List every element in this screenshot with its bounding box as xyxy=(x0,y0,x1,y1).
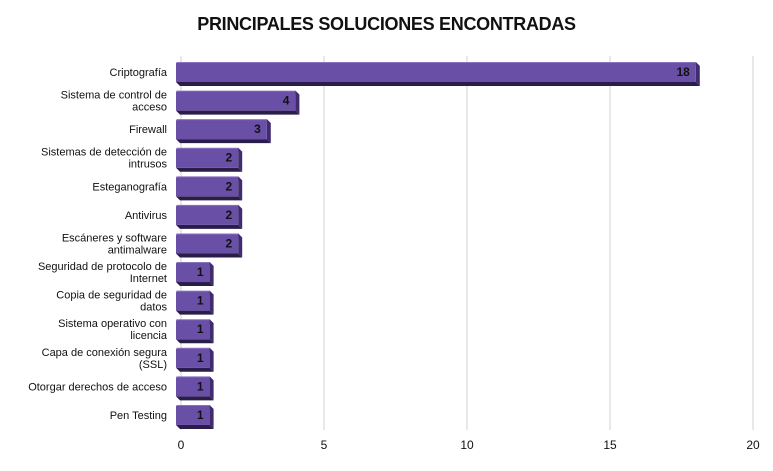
bar-shadow-4 xyxy=(176,196,243,201)
bar-6: 2 xyxy=(176,233,243,258)
data-label-5: 2 xyxy=(226,208,233,222)
data-label-11: 1 xyxy=(197,379,204,393)
bar-4: 2 xyxy=(176,176,243,201)
bar-shadow-1 xyxy=(176,110,300,115)
bar-front-1 xyxy=(176,91,296,111)
bar-front-11 xyxy=(176,377,210,397)
category-label-1: Sistema de control de acceso xyxy=(61,90,167,114)
data-label-7: 1 xyxy=(197,265,204,279)
bar-side-5 xyxy=(238,204,243,229)
category-label-3: Sistemas de detección de intrusos xyxy=(41,147,167,171)
bar-front-0 xyxy=(176,63,696,82)
bar-1: 4 xyxy=(176,90,300,115)
bar-11: 1 xyxy=(176,376,214,401)
bar-side-9 xyxy=(209,319,214,344)
bar-0: 18 xyxy=(176,62,700,86)
category-label-12: Pen Testing xyxy=(110,410,167,422)
bar-side-0 xyxy=(695,62,700,86)
bar-shadow-10 xyxy=(176,367,214,372)
data-label-0: 18 xyxy=(676,65,690,79)
bar-3: 2 xyxy=(176,147,243,172)
x-tick-label-2: 10 xyxy=(460,438,474,452)
category-label-4: Esteganografía xyxy=(92,181,167,193)
bar-10: 1 xyxy=(176,347,214,372)
bar-shadow-7 xyxy=(176,282,214,287)
x-tick-label-1: 5 xyxy=(321,438,328,452)
category-label-2: Firewall xyxy=(129,124,167,136)
bar-side-3 xyxy=(238,147,243,172)
category-label-8: Copia de seguridad de datos xyxy=(56,290,167,314)
bar-shadow-9 xyxy=(176,339,214,344)
data-label-8: 1 xyxy=(197,294,204,308)
bar-shadow-6 xyxy=(176,253,243,258)
bar-side-12 xyxy=(209,404,214,429)
bar-side-8 xyxy=(209,290,214,315)
bar-front-9 xyxy=(176,320,210,340)
bar-2: 3 xyxy=(176,119,271,144)
bar-5: 2 xyxy=(176,204,243,229)
chart-title: PRINCIPALES SOLUCIONES ENCONTRADAS xyxy=(197,14,576,34)
bar-front-3 xyxy=(176,148,239,168)
bar-front-6 xyxy=(176,234,239,254)
category-label-0: Criptografía xyxy=(110,67,168,79)
bar-front-2 xyxy=(176,120,267,140)
data-label-12: 1 xyxy=(197,408,204,422)
bar-shadow-11 xyxy=(176,396,214,401)
data-label-9: 1 xyxy=(197,322,204,336)
bar-side-1 xyxy=(295,90,300,115)
category-label-10: Capa de conexión segura (SSL) xyxy=(42,347,168,371)
data-label-3: 2 xyxy=(226,151,233,165)
category-label-layer: Criptografía Sistema de control de acceso F… xyxy=(28,67,168,422)
bar-side-10 xyxy=(209,347,214,372)
bar-front-4 xyxy=(176,177,239,197)
bar-8: 1 xyxy=(176,290,214,315)
bar-side-11 xyxy=(209,376,214,401)
x-tick-label-3: 15 xyxy=(603,438,617,452)
bar-front-12 xyxy=(176,405,210,425)
bar-7: 1 xyxy=(176,262,214,287)
category-label-6: Escáneres y software antimalware xyxy=(62,232,167,256)
bar-side-4 xyxy=(238,176,243,201)
data-label-2: 3 xyxy=(254,122,261,136)
data-label-6: 2 xyxy=(226,236,233,250)
bar-12: 1 xyxy=(176,404,214,429)
category-label-7: Seguridad de protocolo de Internet xyxy=(38,261,167,285)
bar-front-8 xyxy=(176,291,210,311)
category-label-5: Antivirus xyxy=(125,210,168,222)
bar-front-7 xyxy=(176,263,210,283)
bar-shadow-12 xyxy=(176,424,214,429)
bar-side-2 xyxy=(266,119,271,144)
bar-side-6 xyxy=(238,233,243,258)
bar-layer: 18 4 3 2 2 2 2 1 1 1 1 1 1 xyxy=(176,62,700,429)
data-label-1: 4 xyxy=(283,94,290,108)
x-tick-label-4: 20 xyxy=(746,438,760,452)
x-tick-layer: 0 5 10 15 20 xyxy=(178,438,760,452)
bar-shadow-8 xyxy=(176,310,214,315)
data-label-10: 1 xyxy=(197,351,204,365)
bar-shadow-5 xyxy=(176,224,243,229)
x-tick-label-0: 0 xyxy=(178,438,185,452)
category-label-11: Otorgar derechos de acceso xyxy=(28,381,167,393)
category-label-9: Sistema operativo con licencia xyxy=(58,318,168,342)
bar-shadow-0 xyxy=(176,82,700,86)
data-label-4: 2 xyxy=(226,179,233,193)
bar-shadow-3 xyxy=(176,167,243,172)
bar-front-10 xyxy=(176,348,210,368)
bar-front-5 xyxy=(176,205,239,225)
bar-9: 1 xyxy=(176,319,214,344)
bar-side-7 xyxy=(209,262,214,287)
bar-shadow-2 xyxy=(176,139,271,144)
